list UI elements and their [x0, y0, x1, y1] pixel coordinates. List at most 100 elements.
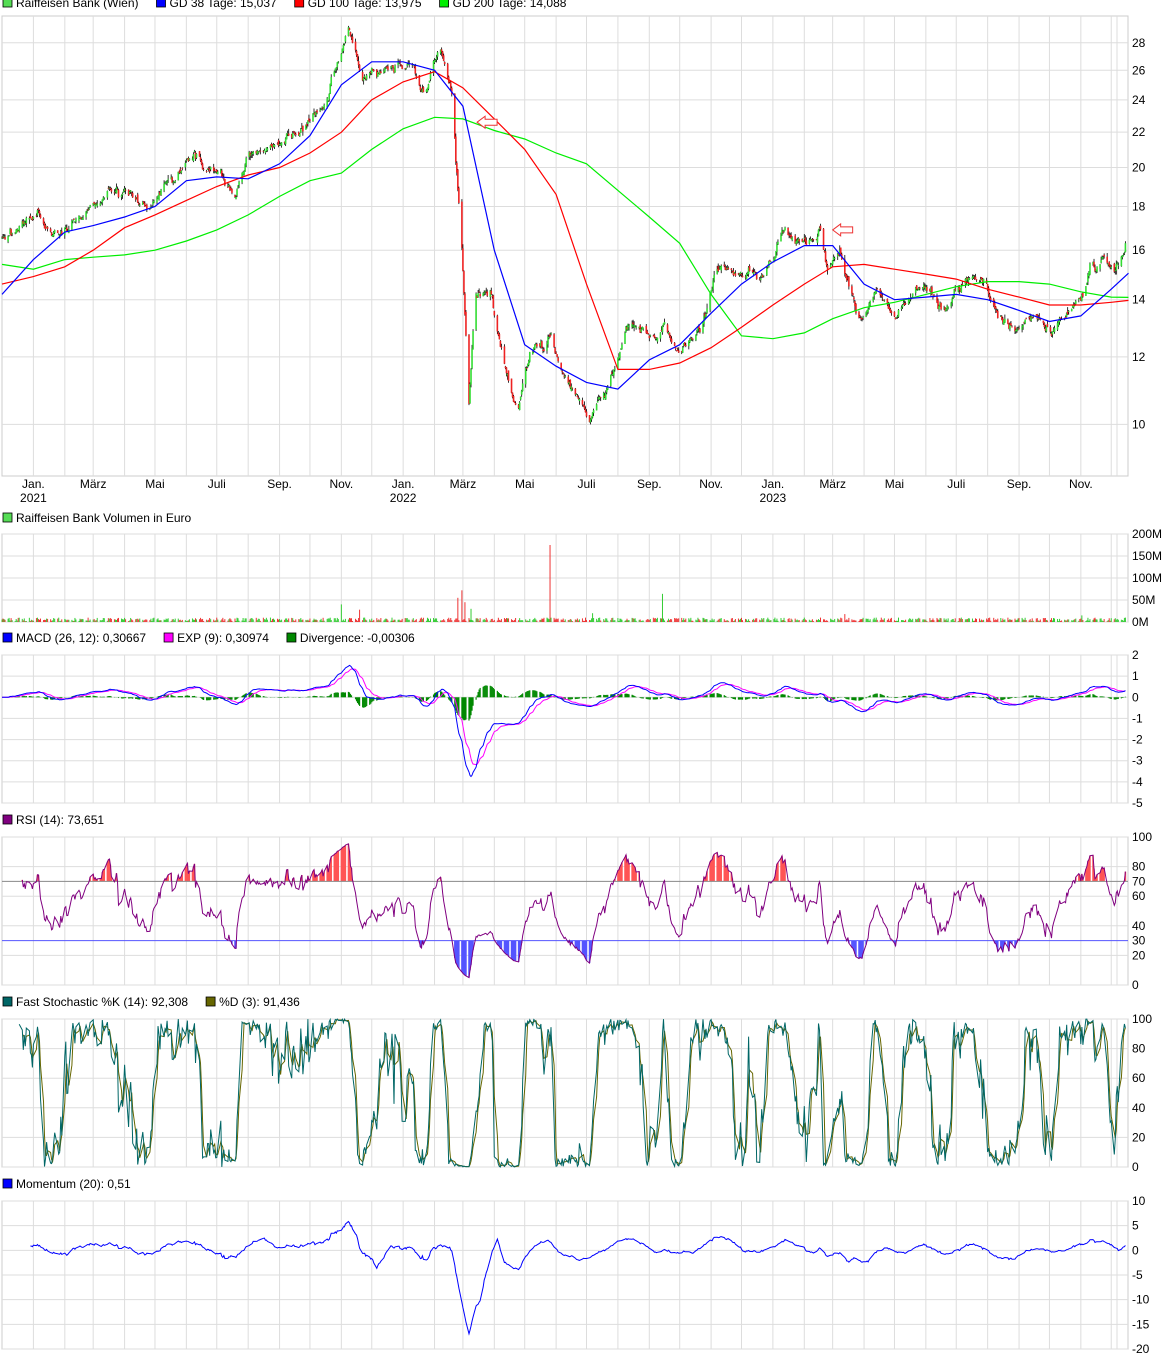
candle-body: [264, 151, 267, 153]
candle-body: [199, 157, 202, 161]
candle-body: [1059, 317, 1062, 320]
candle-body: [421, 88, 424, 93]
candle-body: [201, 163, 204, 170]
candle-body: [107, 187, 110, 189]
candle-body: [99, 203, 102, 206]
candle-body: [435, 57, 438, 60]
candle-body: [8, 235, 10, 237]
candle-body: [689, 340, 691, 343]
candle-body: [194, 152, 197, 159]
y-tick-label: 100M: [1132, 571, 1162, 585]
candle-body: [319, 110, 321, 111]
candle-body: [908, 298, 911, 302]
legend-label: Divergence: -0,00306: [300, 631, 415, 645]
candle-body: [167, 178, 169, 180]
candle-body: [200, 160, 203, 165]
candle-body: [38, 210, 41, 214]
candle-body: [323, 104, 325, 110]
candle-body: [705, 313, 707, 318]
candle-body: [1057, 321, 1060, 326]
candle-body: [340, 53, 343, 62]
candle-body: [59, 231, 62, 234]
candle-body: [349, 32, 352, 37]
candle-body: [642, 327, 645, 330]
candle-body: [30, 218, 33, 220]
candle-body: [907, 298, 910, 305]
candle-body: [865, 312, 867, 317]
candle-body: [896, 315, 899, 317]
candle-body: [972, 275, 975, 278]
candle-body: [499, 340, 502, 347]
candle-body: [344, 36, 347, 42]
candle-body: [926, 287, 928, 291]
x-tick-label: Nov.: [699, 477, 723, 491]
candle-body: [539, 343, 541, 347]
candle-body: [363, 76, 366, 78]
candle-body: [341, 48, 344, 53]
candle-body: [1016, 329, 1018, 332]
candle-body: [690, 338, 692, 341]
candle-body: [238, 181, 240, 186]
candle-body: [748, 265, 751, 272]
candle-body: [649, 335, 652, 337]
candle-body: [811, 239, 814, 241]
candle-body: [362, 77, 365, 81]
candle-body: [39, 214, 42, 219]
y-tick-label: 24: [1132, 93, 1146, 107]
candle-body: [1106, 256, 1108, 263]
candle-body: [216, 171, 219, 175]
candle-body: [335, 67, 338, 70]
candle-body: [468, 334, 470, 404]
candle-body: [24, 222, 27, 224]
candle-body: [1053, 327, 1056, 332]
candle-body: [443, 61, 446, 65]
candle-body: [532, 351, 534, 354]
legend-swatch: [2, 0, 13, 8]
candle-body: [95, 203, 98, 205]
candle-body: [741, 275, 744, 278]
candle-body: [873, 292, 875, 296]
candle-body: [517, 404, 520, 409]
candle-body: [500, 346, 503, 348]
candle-body: [952, 295, 955, 299]
candle-body: [917, 287, 920, 290]
candle-body: [673, 342, 676, 346]
x-tick-year: 2023: [760, 491, 787, 505]
candle-body: [425, 89, 428, 92]
candle-body: [188, 158, 191, 161]
candle-body: [462, 248, 464, 271]
candle-body: [621, 344, 623, 350]
candle-body: [1087, 274, 1089, 282]
arrow-left-icon: [476, 115, 498, 130]
candle-body: [413, 66, 416, 68]
y-tick-label: -4: [1132, 775, 1143, 789]
candle-body: [752, 272, 755, 275]
candle-body: [936, 296, 938, 303]
candle-body: [1065, 313, 1068, 317]
candle-body: [895, 316, 898, 318]
candle-body: [376, 69, 378, 77]
candle-body: [263, 150, 266, 152]
candle-body: [157, 196, 159, 199]
candle-body: [980, 277, 983, 280]
candle-body: [392, 65, 394, 68]
candle-body: [174, 180, 177, 183]
candle-body: [1120, 256, 1123, 267]
candle-body: [1045, 325, 1048, 332]
candle-body: [947, 307, 949, 309]
candle-body: [1110, 267, 1113, 269]
candle-body: [1071, 305, 1074, 308]
candle-body: [46, 226, 49, 229]
candle-body: [1089, 263, 1091, 275]
y-tick-label: 0: [1132, 690, 1139, 704]
candle-body: [465, 311, 467, 336]
candle-body: [79, 216, 81, 219]
candle-body: [198, 151, 201, 157]
candle-body: [588, 415, 591, 423]
candle-body: [929, 289, 931, 292]
candle-body: [819, 225, 822, 230]
legend-swatch: [205, 996, 216, 1007]
candle-body: [866, 310, 868, 314]
candle-body: [620, 348, 622, 350]
candle-body: [206, 169, 209, 170]
